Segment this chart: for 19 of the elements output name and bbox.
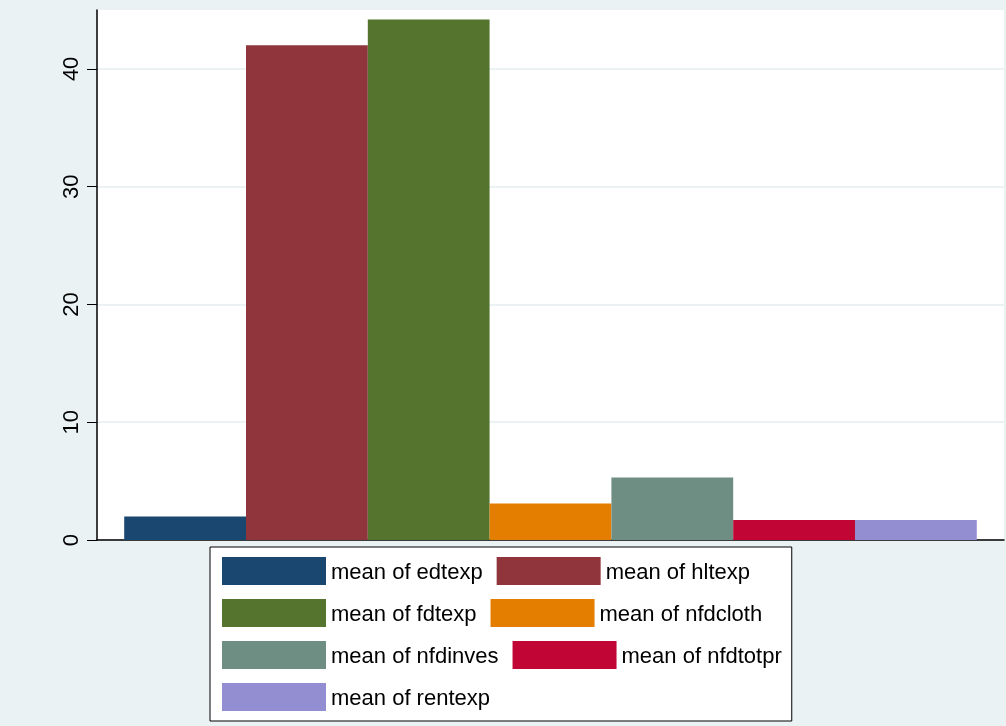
y-tick-label: 30 — [57, 174, 83, 199]
bar — [611, 477, 734, 540]
legend-label: mean of fdtexp — [331, 600, 477, 626]
bar — [367, 19, 490, 540]
legend-label: mean of nfdinves — [331, 642, 499, 668]
legend-label: mean of nfdcloth — [599, 600, 763, 626]
y-tick-label: 20 — [57, 292, 83, 317]
y-tick-label: 0 — [57, 533, 83, 547]
bar — [124, 516, 247, 540]
bar — [246, 45, 368, 540]
bar — [733, 519, 855, 540]
legend-label: mean of hltexp — [605, 558, 750, 584]
bar — [489, 503, 612, 540]
legend-label: mean of rentexp — [331, 684, 490, 710]
legend-label: mean of nfdtotpr — [621, 642, 782, 668]
y-tick-label: 40 — [57, 56, 83, 82]
y-tick-label: 10 — [57, 409, 83, 435]
legend-label: mean of edtexp — [331, 558, 483, 584]
bar — [854, 519, 977, 540]
